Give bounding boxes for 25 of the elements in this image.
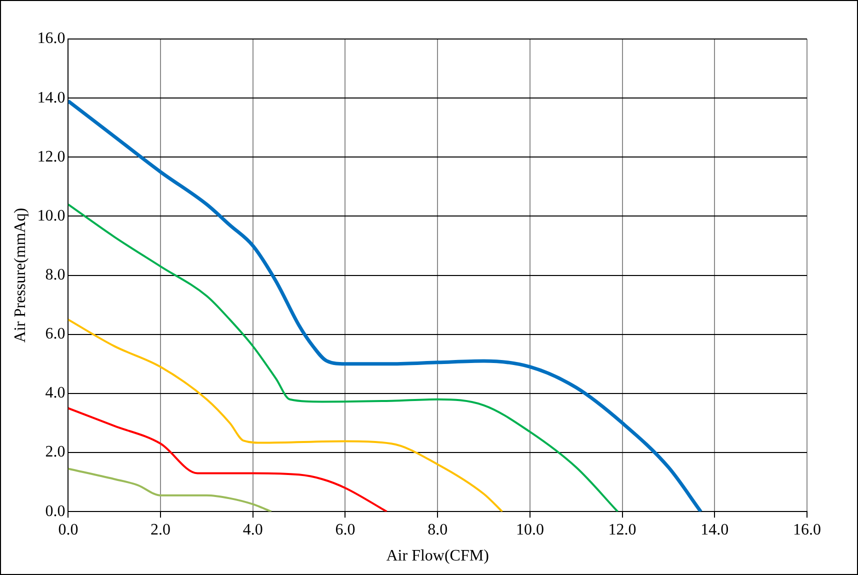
x-tick-label: 6.0 xyxy=(335,521,356,538)
y-tick-label: 16.0 xyxy=(37,30,66,48)
x-tick-label: 8.0 xyxy=(428,521,448,538)
y-tick-label: 8.0 xyxy=(45,266,66,284)
y-tick-label: 0.0 xyxy=(45,502,66,520)
line-series xyxy=(68,99,703,512)
x-tick-label: 0.0 xyxy=(58,521,78,538)
y-tick-label: 10.0 xyxy=(37,207,66,224)
y-axis-title: Air Pressure(mmAq) xyxy=(12,208,29,343)
line-series xyxy=(68,468,272,512)
line-series xyxy=(68,203,619,512)
y-tick-label: 14.0 xyxy=(37,89,66,106)
x-axis-title: Air Flow(CFM) xyxy=(386,548,489,565)
x-tick-label: 10.0 xyxy=(516,521,544,538)
x-tick-label: 4.0 xyxy=(242,521,263,538)
x-tick-label: 14.0 xyxy=(700,521,729,538)
line-series xyxy=(68,407,388,512)
x-tick-label: 12.0 xyxy=(608,521,636,538)
x-tick-label: 2.0 xyxy=(150,521,171,538)
y-tick-label: 6.0 xyxy=(45,326,66,343)
y-tick-label: 2.0 xyxy=(45,444,66,461)
y-tick-label: 12.0 xyxy=(37,148,66,166)
x-tick-label: 16.0 xyxy=(793,521,821,538)
y-tick-label: 4.0 xyxy=(45,384,66,402)
line-series xyxy=(68,318,504,512)
